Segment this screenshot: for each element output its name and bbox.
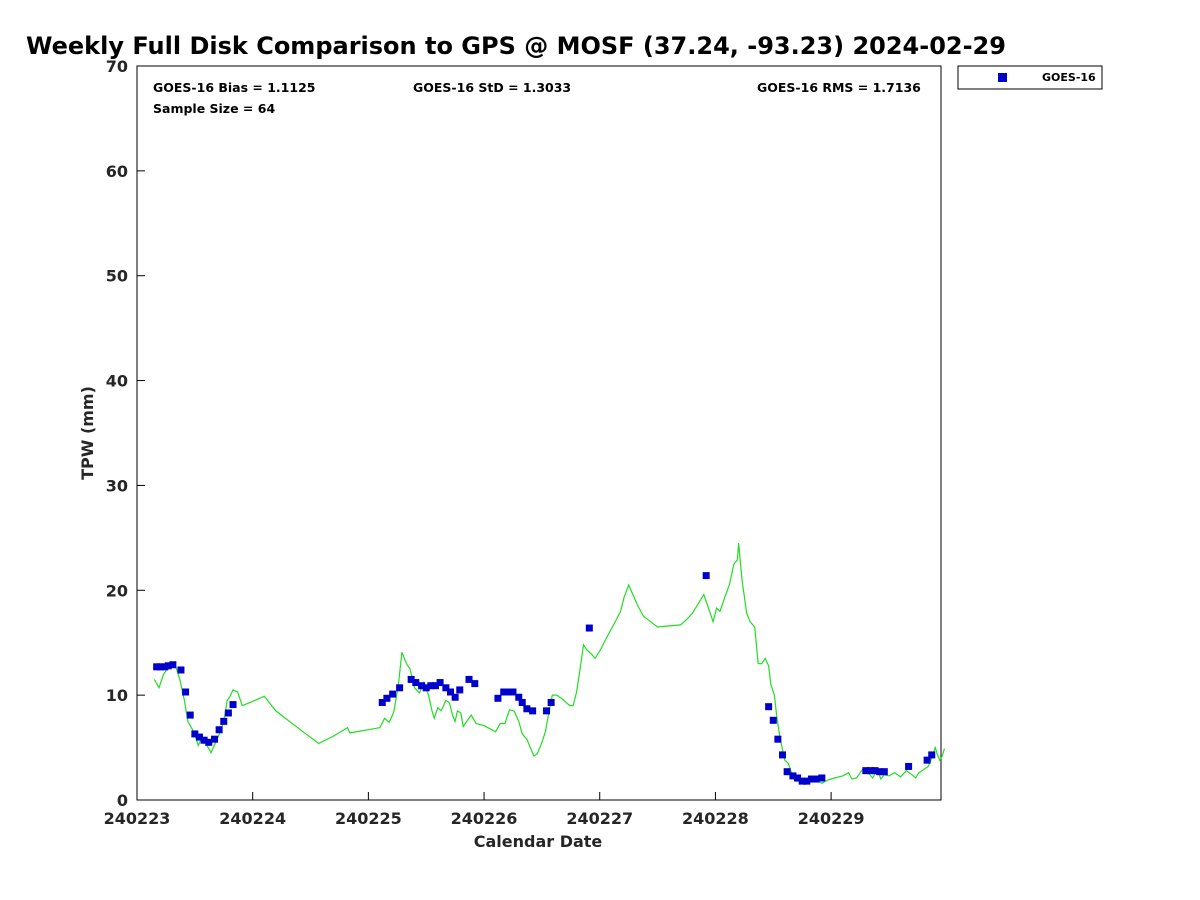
goes16-point	[431, 682, 439, 690]
goes16-point	[923, 756, 931, 764]
goes16-point	[211, 735, 219, 743]
y-axis: 0 10 20 30 40 50 60 70	[106, 57, 145, 810]
goes16-series	[153, 572, 936, 785]
goes16-point	[765, 703, 773, 711]
goes16-point	[442, 684, 450, 692]
goes16-point	[456, 686, 464, 694]
goes16-point	[396, 684, 404, 692]
goes16-point	[779, 751, 787, 759]
goes16-point	[866, 767, 874, 775]
goes16-point	[818, 774, 826, 782]
goes16-point	[509, 688, 517, 696]
legend-label-goes16: GOES-16	[1042, 71, 1096, 84]
goes16-point	[794, 774, 802, 782]
goes16-point	[523, 705, 531, 713]
y-tick-label: 40	[106, 372, 128, 391]
x-tick-label: 240228	[682, 809, 749, 828]
goes16-point	[378, 698, 386, 706]
goes16-point	[471, 680, 479, 688]
y-tick-label: 50	[106, 267, 128, 286]
legend: GOES-16	[957, 65, 1103, 90]
goes16-point	[529, 707, 537, 715]
goes16-point	[880, 768, 888, 776]
goes16-point	[494, 694, 502, 702]
y-tick-label: 20	[106, 581, 128, 600]
goes16-point	[427, 682, 435, 690]
goes16-point	[585, 624, 593, 632]
std-stat: GOES-16 StD = 1.3033	[413, 80, 571, 95]
y-axis-label: TPW (mm)	[78, 386, 97, 480]
y-tick-label: 70	[106, 57, 128, 76]
goes16-point	[876, 768, 884, 776]
goes16-point	[215, 726, 223, 734]
goes16-point	[389, 690, 397, 698]
goes16-point	[229, 701, 237, 709]
goes16-point	[164, 662, 172, 670]
goes16-point	[774, 735, 782, 743]
goes16-point	[769, 716, 777, 724]
chart-title: Weekly Full Disk Comparison to GPS @ MOS…	[26, 32, 1006, 60]
goes16-point	[789, 772, 797, 780]
goes16-point	[177, 666, 185, 674]
goes16-point	[205, 738, 213, 746]
x-tick-label: 240226	[451, 809, 518, 828]
goes16-point	[871, 767, 879, 775]
goes16-point	[451, 693, 459, 701]
rms-stat: GOES-16 RMS = 1.7136	[757, 80, 921, 95]
goes16-point	[500, 688, 508, 696]
x-axis: 240223 240224 240225 240226 240227 240228 2402…	[104, 792, 865, 828]
axes-box	[136, 65, 942, 801]
goes16-point	[447, 688, 455, 696]
goes16-point	[905, 762, 913, 770]
x-tick-label: 240229	[798, 809, 865, 828]
goes16-point	[169, 661, 177, 669]
goes16-point	[515, 693, 523, 701]
y-tick-label: 30	[106, 476, 128, 495]
goes16-point	[224, 709, 232, 717]
goes16-point	[195, 733, 203, 741]
goes16-point	[418, 682, 426, 690]
goes16-point	[436, 679, 444, 687]
goes16-point	[798, 777, 806, 785]
goes16-point	[182, 688, 190, 696]
goes16-point	[156, 663, 164, 671]
goes16-point	[928, 751, 936, 759]
x-tick-label: 240224	[219, 809, 286, 828]
goes16-point	[862, 767, 870, 775]
goes16-point	[412, 679, 420, 687]
x-axis-label: Calendar Date	[474, 832, 603, 851]
goes16-point	[547, 698, 555, 706]
legend-box	[957, 65, 1103, 90]
goes16-point	[422, 684, 430, 692]
x-tick-label: 240223	[104, 809, 171, 828]
legend-marker-goes16	[998, 73, 1007, 82]
plot-area: 0 10 20 30 40 50 60 70 240223 240224 240225 240226…	[104, 57, 946, 828]
goes16-point	[200, 736, 208, 744]
goes16-point	[220, 717, 228, 725]
goes16-point	[407, 675, 415, 683]
y-tick-label: 10	[106, 686, 128, 705]
goes16-point	[812, 775, 820, 783]
bias-stat: GOES-16 Bias = 1.1125	[153, 80, 315, 95]
goes16-point	[702, 572, 710, 580]
goes16-point	[783, 768, 791, 776]
sample-size-stat: Sample Size = 64	[153, 101, 275, 116]
goes16-point	[807, 775, 815, 783]
goes16-point	[186, 711, 194, 719]
gps-series	[153, 543, 946, 785]
goes16-point	[543, 707, 551, 715]
goes16-point	[383, 694, 391, 702]
y-tick-label: 60	[106, 162, 128, 181]
goes16-point	[465, 675, 473, 683]
goes16-point	[191, 730, 199, 738]
gps-line	[153, 543, 946, 785]
y-tick-label: 0	[117, 791, 128, 810]
x-tick-label: 240225	[335, 809, 402, 828]
goes16-point	[803, 777, 811, 785]
x-tick-label: 240227	[566, 809, 633, 828]
goes16-point	[518, 698, 526, 706]
goes16-point	[504, 688, 512, 696]
